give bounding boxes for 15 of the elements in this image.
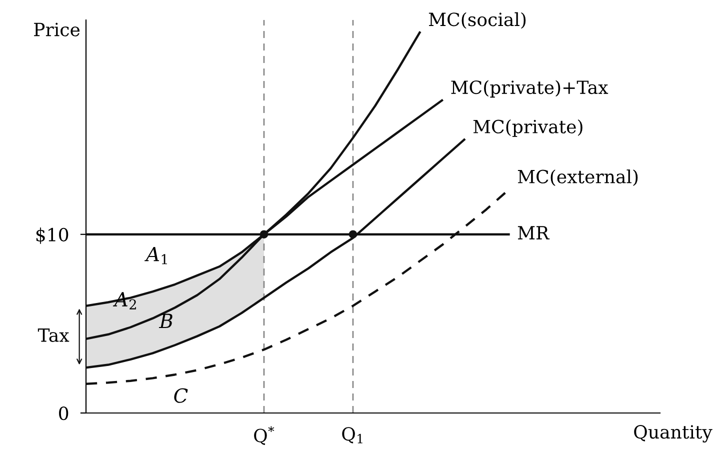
- series-label: MC(private)+Tax: [451, 80, 608, 98]
- text: Tax: [38, 328, 70, 342]
- x-axis-title: Quantity: [634, 425, 712, 442]
- series-label: MC(social): [428, 12, 526, 29]
- y-axis-title: Price: [34, 22, 80, 36]
- x-tick-label: Q$^{*}$: [254, 426, 274, 446]
- annotation: C: [174, 388, 188, 403]
- y-tick-label: $10: [36, 228, 68, 244]
- series-label: MC(external): [518, 169, 638, 186]
- annotation: A$_{1}$: [144, 246, 167, 264]
- y-tick-label: 0: [59, 406, 68, 420]
- series-label: MC(private): [473, 119, 582, 137]
- x-tick-label: Q$_{1}$: [342, 427, 362, 444]
- annotation: B: [158, 314, 172, 328]
- series-label: MR: [518, 226, 550, 240]
